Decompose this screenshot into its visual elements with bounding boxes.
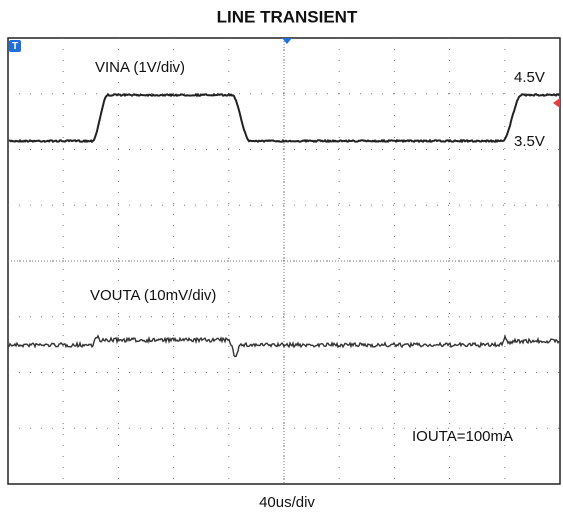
vin-low-label: 3.5V (514, 133, 545, 150)
title: LINE TRANSIENT (217, 7, 358, 26)
trigger-level-marker (553, 98, 560, 108)
grid (8, 38, 560, 484)
vin-trace (8, 92, 560, 144)
footer: 40us/div (259, 494, 315, 511)
vout-label: VOUTA (10mV/div) (90, 287, 216, 304)
vin-high-label: 4.5V (514, 69, 545, 86)
trigger-icon (9, 40, 21, 52)
load-label: IOUTA=100mA (412, 428, 513, 445)
trigger-icon-letter: T (12, 41, 18, 52)
vin-label: VINA (1V/div) (95, 59, 185, 76)
trigger-position-marker (282, 38, 292, 44)
vout-trace (8, 334, 560, 358)
